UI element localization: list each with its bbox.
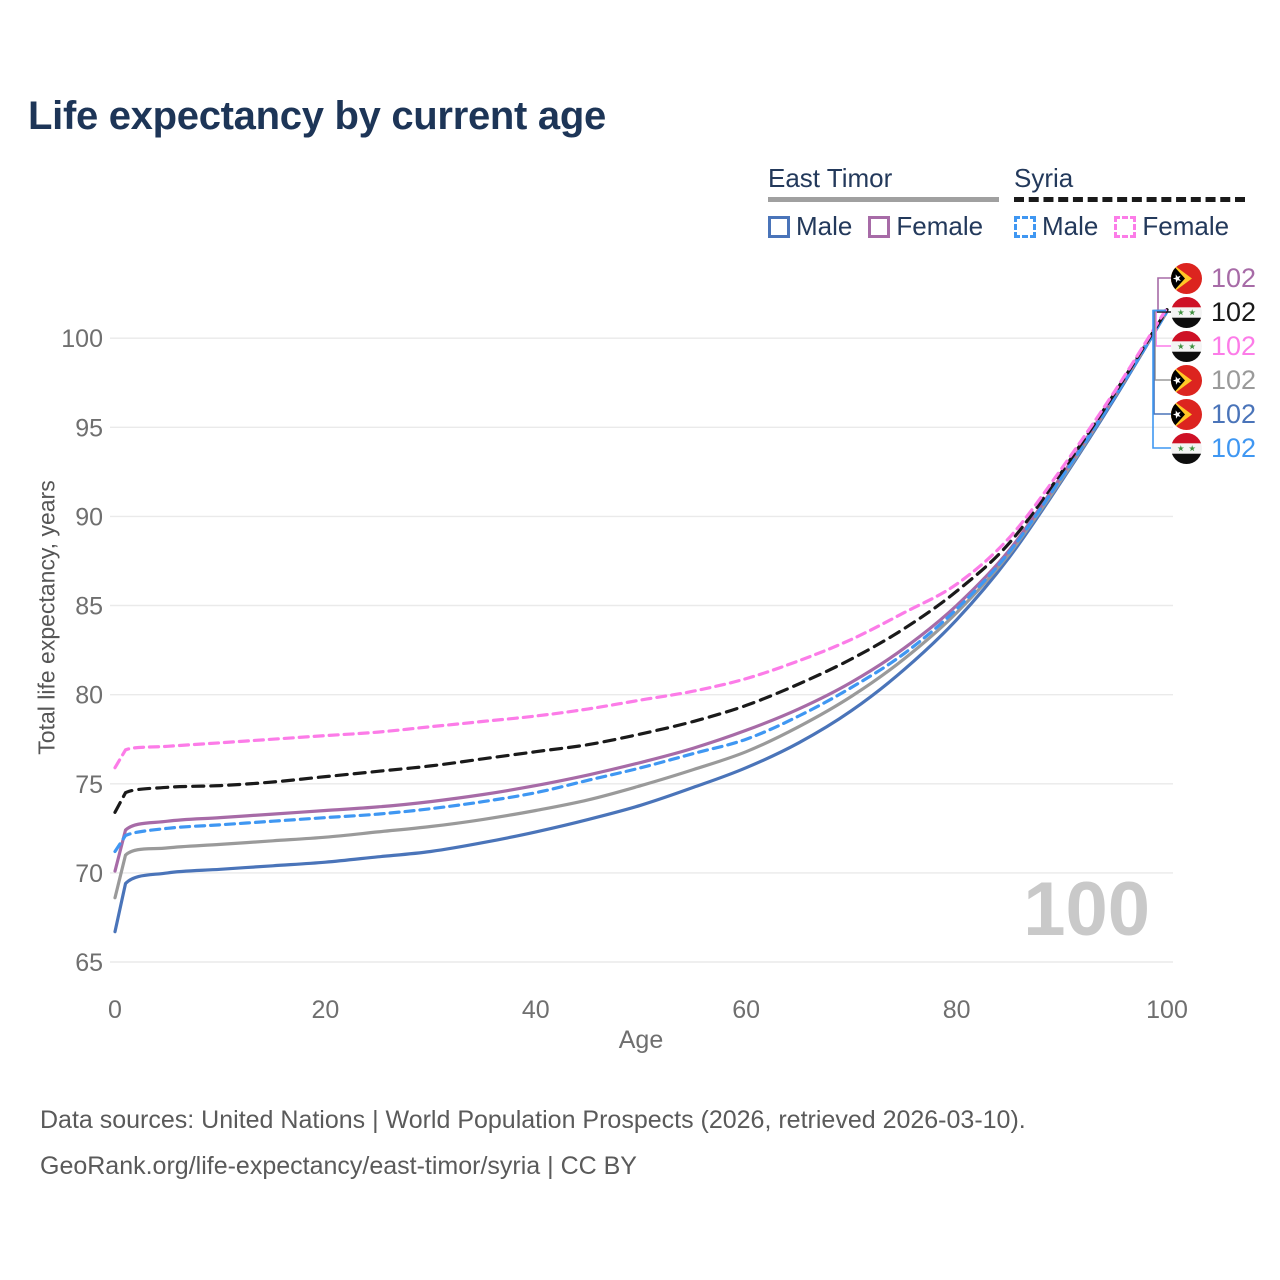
legend-item-label: Female	[896, 211, 984, 241]
legend-item-label: Female	[1142, 211, 1230, 241]
end-label-value: 102	[1211, 296, 1257, 327]
dashed-swatch-icon	[1014, 215, 1036, 238]
legend-item-syria-male[interactable]: Male	[1014, 211, 1098, 242]
legend-item-east-timor-male[interactable]: Male	[768, 211, 852, 242]
east-timor-flag-icon	[1171, 398, 1202, 430]
x-axis-title: Age	[618, 1026, 664, 1054]
east-timor-flag-icon	[1171, 364, 1202, 396]
grid-lines	[110, 337, 1173, 963]
solid-swatch-icon	[868, 215, 891, 238]
y-tick-label: 70	[75, 860, 103, 888]
age-frame-watermark: 100	[1023, 867, 1150, 952]
page-title: Life expectancy by current age	[28, 94, 606, 138]
end-label-value: 102	[1211, 330, 1257, 361]
legend-group-title: Syria	[1014, 163, 1074, 193]
dashed-line-underline-icon	[1014, 197, 1246, 202]
attribution-line: GeoRank.org/life-expectancy/east-timor/s…	[40, 1152, 637, 1180]
syria-flag-icon	[1171, 432, 1202, 464]
y-tick-labels: 65 70 75 80 85 90 95 100	[61, 325, 103, 977]
legend-series-syria-both-sexes[interactable]: Syria	[1014, 163, 1246, 202]
series-syria-female-line[interactable]	[113, 306, 1169, 770]
solid-line-underline-icon	[768, 197, 1000, 202]
x-tick-label: 0	[108, 996, 122, 1024]
x-tick-label: 20	[311, 996, 339, 1024]
y-tick-label: 65	[75, 949, 103, 977]
legend-group-east-timor: East Timor Male Female	[768, 163, 1000, 242]
dashed-swatch-icon	[1114, 215, 1137, 238]
series-syria-male-line[interactable]	[113, 309, 1169, 854]
end-label-east-timor-3: 102	[1171, 364, 1257, 396]
end-label-value: 102	[1211, 432, 1257, 463]
end-label-syria-2: 102	[1171, 330, 1257, 362]
y-tick-label: 75	[75, 771, 103, 799]
series-east-timor-female-line[interactable]	[113, 308, 1169, 873]
series-east-timor-both-line[interactable]	[113, 309, 1169, 900]
end-label-value: 102	[1211, 262, 1257, 293]
label-connector	[1157, 277, 1171, 312]
legend-item-label: Male	[796, 211, 853, 241]
legend-group-syria: Syria Male Female	[1014, 163, 1246, 242]
y-tick-label: 100	[61, 325, 103, 353]
series-syria-both-line[interactable]	[113, 308, 1169, 814]
solid-swatch-icon	[768, 215, 790, 238]
legend-item-syria-female[interactable]: Female	[1114, 211, 1229, 242]
x-tick-labels: 0 20 40 60 80 100	[108, 996, 1188, 1024]
syria-flag-icon	[1171, 296, 1202, 328]
end-label-east-timor-4: 102	[1171, 398, 1257, 430]
y-axis-title: Total life expectancy, years	[33, 480, 60, 755]
end-label-syria-5: 102	[1171, 432, 1257, 464]
legend-series-east-timor-both-sexes[interactable]: East Timor	[768, 163, 1000, 202]
east-timor-flag-icon	[1171, 262, 1202, 294]
end-label-east-timor-0: 102	[1171, 262, 1257, 294]
series-east-timor-male-line[interactable]	[113, 309, 1169, 934]
legend-row: Male Female	[768, 211, 999, 242]
label-connector	[1152, 309, 1171, 449]
y-tick-label: 80	[75, 682, 103, 710]
x-tick-label: 80	[943, 996, 971, 1024]
x-tick-label: 60	[732, 996, 760, 1024]
syria-flag-icon	[1171, 330, 1202, 362]
legend-item-east-timor-female[interactable]: Female	[868, 211, 983, 242]
legend-group-title: East Timor	[768, 163, 893, 193]
x-tick-label: 40	[522, 996, 550, 1024]
end-label-value: 102	[1211, 398, 1257, 429]
y-tick-label: 90	[75, 503, 103, 531]
y-tick-label: 95	[75, 414, 103, 442]
x-tick-label: 100	[1146, 996, 1188, 1024]
footer: Data sources: United Nations | World Pop…	[40, 1106, 1026, 1198]
y-tick-label: 85	[75, 593, 103, 621]
legend-item-label: Male	[1042, 211, 1099, 241]
data-sources-line: Data sources: United Nations | World Pop…	[40, 1106, 1026, 1134]
legend-row: Male Female	[1014, 211, 1245, 242]
end-label-syria-1: 102	[1171, 296, 1257, 328]
end-label-value: 102	[1211, 364, 1257, 395]
